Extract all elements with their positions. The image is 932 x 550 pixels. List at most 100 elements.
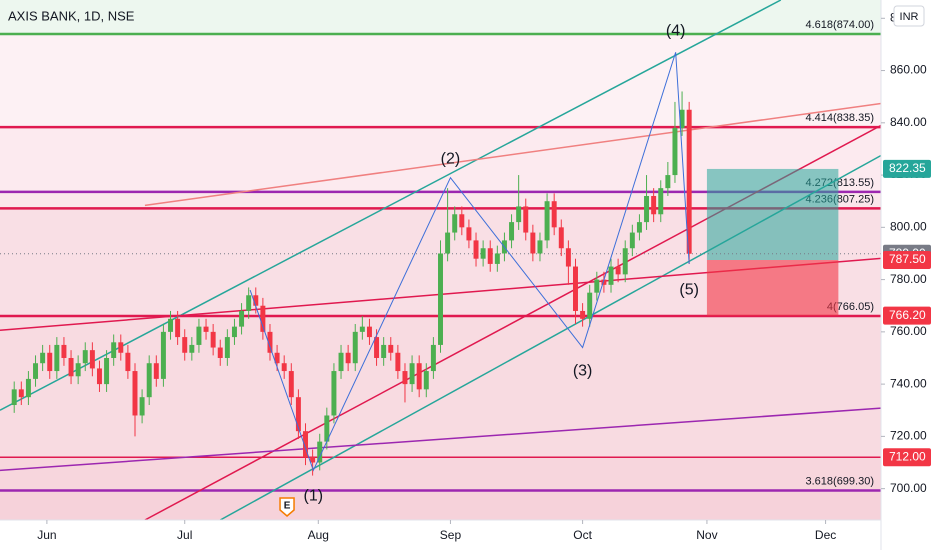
y-tick-label: 700.00 [890,481,927,495]
x-tick-label: Jul [177,528,192,542]
candle-body [452,214,458,233]
candle-body [636,222,642,233]
candle-body [196,326,202,345]
candle-body [402,371,408,385]
candle-body [89,350,95,369]
candle-body [18,389,24,398]
fib-zone [0,33,881,128]
y-tick-label: 840.00 [890,115,927,129]
candle-body [68,357,74,377]
candle-body [203,326,209,332]
candle-body [132,371,138,416]
candle-body [168,318,174,332]
candle-body [459,214,465,228]
fib-label: 4(766.05) [827,301,874,313]
candle-body [104,357,110,385]
candle-body [345,352,351,364]
price-tag-label: 712.00 [889,449,926,463]
candle-body [672,128,678,176]
candle-body [295,397,301,432]
candle-body [40,352,46,364]
candle-body [658,188,664,215]
fib-zone [0,490,881,520]
x-tick-label: Aug [308,528,329,542]
candle-body [125,352,131,372]
candle-body [686,109,692,254]
trend-line [0,0,782,411]
price-tag [883,159,931,178]
wave-line [249,52,690,472]
candle-body [217,347,223,358]
candle-body [231,326,237,338]
candle-body [253,295,259,306]
candle-body [395,352,401,372]
price-tag-label: 766.20 [889,308,926,322]
candle-body [160,331,166,379]
candle-body [153,363,159,379]
candle-body [644,195,650,223]
candle-body [516,206,522,223]
candle-body [445,232,451,254]
candle-body [416,363,422,390]
candle-body [487,248,493,264]
x-tick-label: Nov [696,528,717,542]
price-tag [883,448,931,467]
price-tag [883,306,931,325]
candle-body [573,266,578,311]
price-tag-label: 787.50 [889,252,926,266]
price-tag-label: 822.35 [889,161,926,175]
candle-body [96,368,102,385]
candle-body [423,371,429,390]
y-tick-label: 800.00 [890,220,927,234]
candle-body [310,457,316,463]
candle-body [317,441,323,463]
candle-body [438,253,443,345]
candle-body [409,363,415,385]
candle-body [139,397,145,416]
candle-body [324,415,330,442]
candle-body [175,318,181,338]
candle-body [594,279,600,293]
candle-body [430,344,436,372]
time-axis [0,520,881,550]
stop-zone [706,260,839,316]
candle-body [615,266,621,275]
candle-body [480,248,486,259]
fib-label: 3.618(699.30) [806,475,875,487]
trend-line [144,102,882,207]
candle-body [25,378,31,398]
candle-body [558,227,564,249]
candle-body [523,206,529,233]
candle-body [260,305,266,332]
candle-body [189,344,195,353]
candle-body [267,331,273,353]
currency-badge [893,5,925,27]
candle-body [239,310,245,327]
wave-label: (5) [679,281,699,298]
plot: 4.618(874.00)4.414(838.35)4.272(813.55)4… [0,0,882,521]
wave-label: (1) [304,488,324,505]
candle-body [111,342,117,358]
candle-body [629,232,635,249]
target-zone [706,168,839,260]
chart-title: AXIS BANK, 1D, NSE [8,8,135,23]
y-tick-label: 720.00 [890,429,927,443]
fib-zone [0,0,881,34]
candle-body [352,331,358,364]
candle-body [601,279,607,285]
candle-body [551,201,557,228]
candle-body [651,195,657,215]
currency: INR [900,11,919,23]
candle-body [210,331,216,348]
candle-body [224,337,230,358]
x-tick-label: Jun [37,528,56,542]
candle-body [381,344,387,358]
candle-body [246,295,252,311]
candle-body [388,344,394,353]
y-tick-label: 760.00 [890,324,927,338]
candle-body [288,371,294,398]
candle-body [274,352,280,364]
candle-body [473,240,479,259]
earnings-label: E [284,501,291,512]
